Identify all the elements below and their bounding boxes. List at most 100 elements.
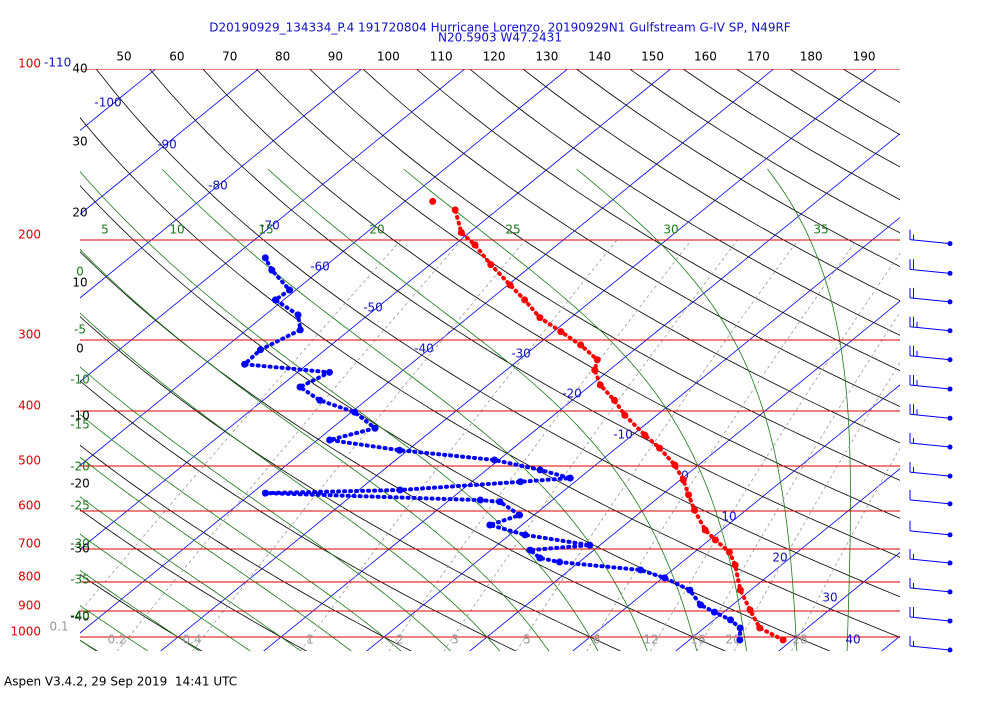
dry-adiabat: [362, 69, 900, 407]
mixing-ratio-line: [515, 239, 799, 651]
dewpoint-line: [242, 255, 743, 642]
moist-adiabat-label: -40: [70, 609, 90, 623]
dry-adiabat-label: -10: [70, 409, 90, 423]
wind-barbs: [909, 229, 953, 653]
wind-barb-shaft: [909, 442, 951, 448]
mixing-ratio-line: [80, 239, 402, 613]
wind-barb-station: [947, 444, 953, 450]
mixing-ratio-line: [443, 239, 738, 651]
wind-barb-shaft: [909, 530, 951, 536]
moist-adiabat: [767, 168, 851, 651]
isotherm-label: -60: [310, 260, 330, 274]
dry-adiabat-label: 20: [72, 206, 87, 220]
dry-adiabat: [149, 69, 900, 558]
isotherm-label: 20: [772, 551, 787, 565]
dry-adiabat: [309, 69, 900, 444]
wind-barb-shaft: [909, 616, 951, 622]
temperature-point: [725, 548, 733, 556]
moist-adiabat: [576, 168, 798, 651]
dry-adiabat-label: 90: [328, 50, 343, 64]
temperature-point: [536, 314, 544, 322]
pressure-label: 900: [18, 599, 41, 613]
dry-adiabat-label: 130: [535, 50, 558, 64]
dry-adiabat: [842, 69, 900, 104]
moist-adiabat: [403, 168, 748, 651]
moist-adiabat-label: -30: [70, 537, 90, 551]
temperature-point: [593, 356, 601, 364]
temperature-point: [679, 476, 687, 484]
moist-adiabat-label: 10: [169, 223, 184, 237]
mixing-ratio-label: 12: [643, 633, 658, 647]
dewpoint-point: [395, 446, 403, 454]
wind-barb-shaft: [909, 239, 951, 245]
temperature-point: [736, 586, 744, 594]
temperature-point: [506, 281, 514, 289]
moist-adiabat-label: 15: [258, 223, 273, 237]
dewpoint-point: [294, 311, 302, 319]
isotherm: [80, 69, 363, 299]
dewpoint-point: [566, 474, 574, 482]
moist-adiabat: [80, 413, 402, 651]
isotherm: [80, 69, 260, 215]
chart-title: D20190929_134334_P.4 191720804 Hurricane…: [209, 21, 790, 35]
pressure-label: 700: [18, 537, 41, 551]
wind-barb-shaft: [909, 384, 951, 390]
top-point: [429, 197, 437, 205]
moist-adiabat-label: -20: [70, 460, 90, 474]
isotherm-label: 10: [721, 510, 736, 524]
wind-barb-shaft: [909, 471, 951, 477]
moist-adiabat: [80, 366, 452, 651]
wind-barb-shaft: [909, 645, 951, 651]
isotherm: [0, 56, 68, 651]
wind-barb-station: [947, 618, 953, 624]
mixing-ratio-label: 0.4: [182, 633, 201, 647]
temperature-point: [591, 366, 599, 374]
dry-adiabat-label: 120: [483, 50, 506, 64]
isotherm-label: 0: [681, 469, 689, 483]
mixing-ratio-label: 28: [792, 633, 807, 647]
dewpoint-point: [536, 554, 544, 562]
mixing-ratio-label: 8: [593, 633, 601, 647]
wind-barb-station: [947, 473, 953, 479]
wind-barb-station: [947, 357, 953, 363]
dry-adiabat: [256, 69, 900, 481]
wind-barb-shaft: [909, 499, 951, 505]
mixing-ratio-line: [733, 361, 900, 651]
moist-adiabat-label: -25: [70, 499, 90, 513]
isotherm: [469, 300, 900, 651]
temperature-point: [731, 561, 739, 569]
isotherm-label: -40: [414, 342, 434, 356]
isotherm-label: -100: [94, 96, 121, 110]
temperature-point: [577, 341, 585, 349]
moist-adiabat: [267, 168, 698, 651]
dry-adiabat-label: 80: [275, 50, 290, 64]
mixing-ratio-label: 1: [306, 633, 314, 647]
moist-adiabat-label: -10: [70, 373, 90, 387]
isotherm: [80, 69, 672, 550]
dry-adiabat-label: 140: [588, 50, 611, 64]
moist-adiabat-label: -5: [74, 323, 86, 337]
dewpoint-point: [697, 601, 705, 609]
dewpoint-point: [257, 346, 265, 354]
isotherm: [80, 69, 569, 466]
dewpoint-point: [516, 511, 524, 519]
dewpoint-point: [396, 486, 404, 494]
mixing-ratio-label: 3: [451, 633, 459, 647]
temperature-point: [779, 636, 787, 644]
mixing-ratio-label: 2: [396, 633, 404, 647]
dewpoint-point: [296, 383, 304, 391]
moist-adiabat: [80, 605, 149, 651]
mixing-ratio-label: 20: [725, 633, 740, 647]
isotherm-label: -10: [613, 428, 633, 442]
pressure-label: 600: [18, 498, 41, 512]
temperature-point: [610, 396, 618, 404]
wind-barb-shaft: [909, 413, 951, 419]
moist-adiabat: [80, 533, 251, 651]
moist-adiabat-label: 5: [101, 223, 109, 237]
wind-barb-station: [947, 299, 953, 305]
mixing-ratio-label: 0.1: [49, 620, 68, 634]
moist-adiabat-label: 20: [369, 223, 384, 237]
temperature-point: [487, 261, 495, 269]
dry-adiabat: [80, 509, 308, 651]
